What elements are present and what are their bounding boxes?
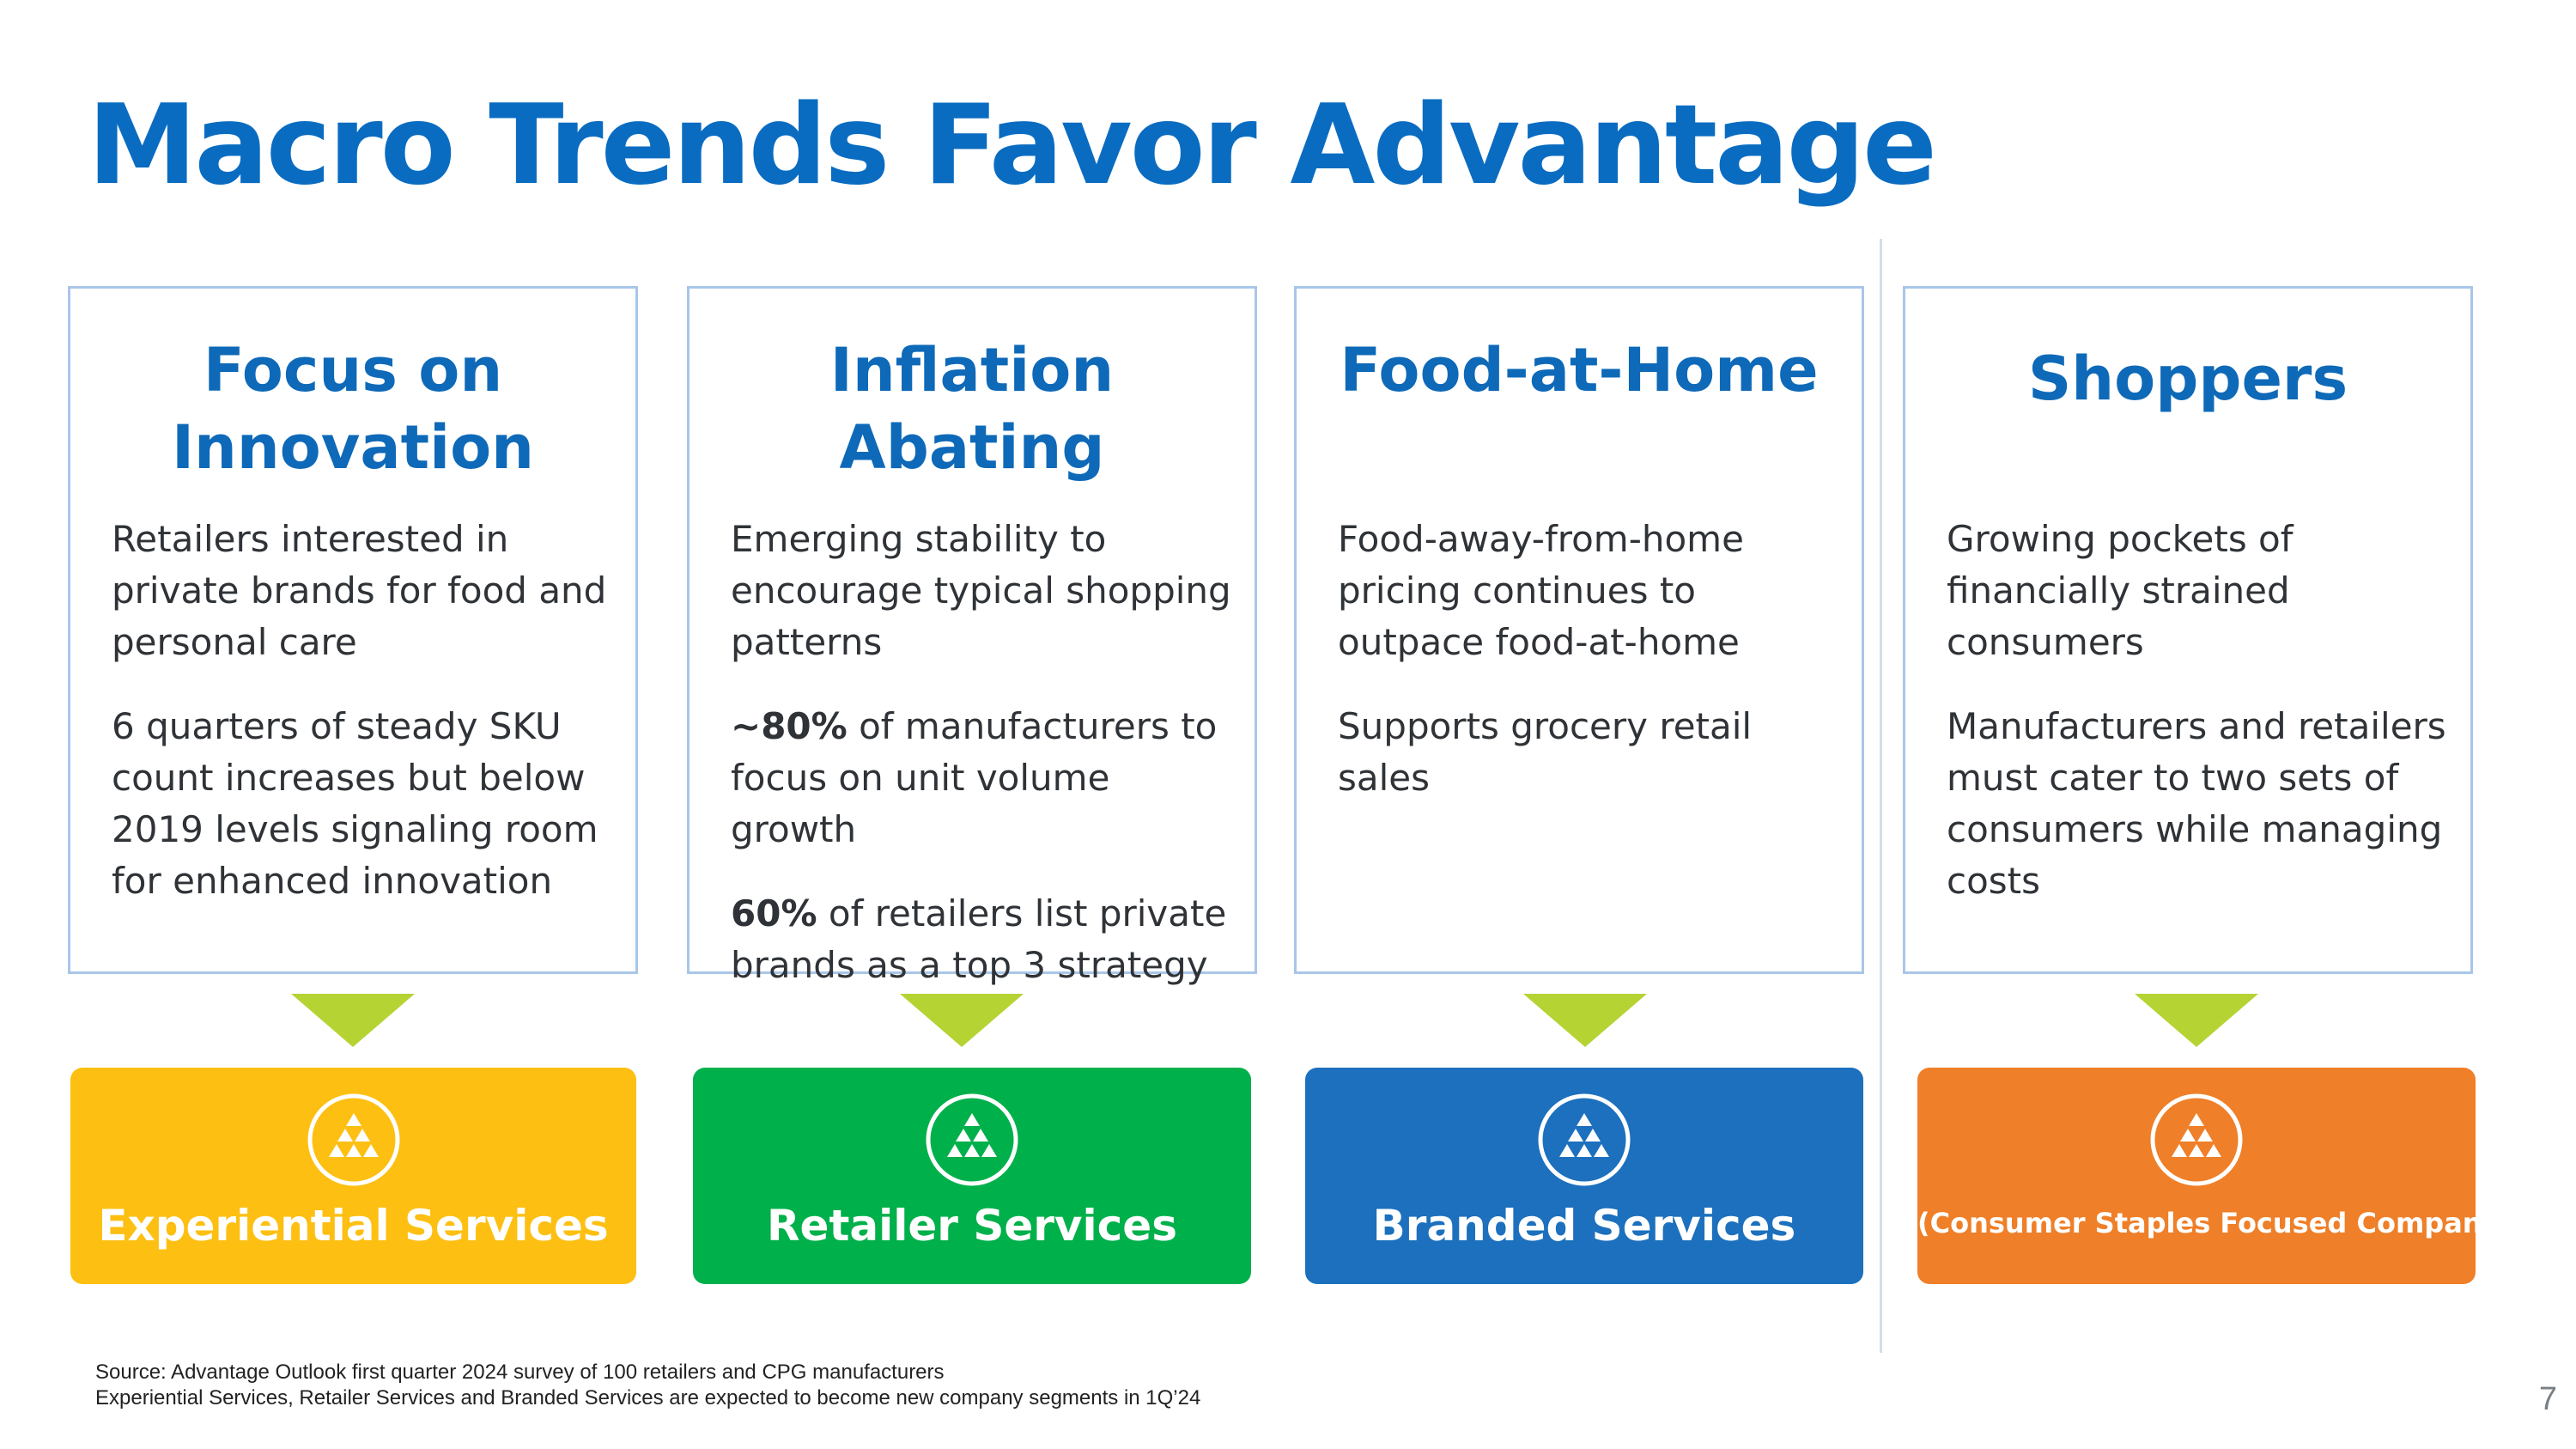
segment-branded-services: Branded Services [1305,1068,1863,1284]
down-arrow-icon [1523,994,1647,1047]
vertical-divider [1880,239,1882,1353]
card-heading-line: Food-at-Home [1340,335,1819,405]
down-arrow-icon [900,994,1024,1047]
card-heading-line: Abating [839,412,1105,483]
card-paragraph: Food-away-from-home pricing continues to… [1338,518,1744,663]
card-heading: Inflation Abating [690,332,1255,486]
advantage-logo-icon [926,1093,1018,1186]
advantage-logo-icon [307,1093,399,1186]
card-paragraph: Manufacturers and retailers must cater t… [1947,705,2446,902]
card-paragraph: Supports grocery retail sales [1338,705,1753,799]
card-body: Food-away-from-home pricing continues to… [1338,514,1844,837]
card-body: Emerging stability to encourage typical … [731,514,1237,1024]
down-arrow-icon [2135,994,2258,1047]
card-paragraph: 6 quarters of steady SKU count increases… [112,705,598,902]
segment-label: Branded Services [1372,1201,1796,1251]
page-number: 7 [2538,1381,2557,1417]
trend-card-food-at-home: Food-at-Home Food-away-from-home pricing… [1294,286,1864,974]
segment-label: Experiential Services [98,1201,609,1251]
card-paragraph: 60% of retailers list private brands as … [731,892,1227,986]
segment-label: Retailer Services [767,1201,1177,1251]
card-body: Retailers interested in private brands f… [112,514,618,940]
card-body: Growing pockets of financially strained … [1947,514,2453,940]
card-heading-line: Focus on [203,335,503,405]
trend-card-shoppers: Shoppers Growing pockets of financially … [1903,286,2473,974]
advantage-logo-icon [1538,1093,1631,1186]
trend-card-inflation: Inflation Abating Emerging stability to … [687,286,1257,986]
segment-experiential-services: Experiential Services [70,1068,636,1284]
footnote-segments: Experiential Services, Retailer Services… [95,1386,1201,1409]
segment-label: (Consumer Staples Focused Company) [1917,1207,2513,1239]
card-heading: Food-at-Home [1297,332,1862,409]
card-heading-line: Innovation [171,412,535,483]
card-heading: Shoppers [1905,340,2470,417]
card-heading-line: Shoppers [2027,344,2348,414]
card-heading: Focus on Innovation [70,332,635,486]
card-heading-line: Inflation [829,335,1115,405]
card-paragraph: Growing pockets of financially strained … [1947,518,2293,663]
segment-consumer-staples: (Consumer Staples Focused Company) [1917,1068,2513,1284]
card-paragraph: Retailers interested in private brands f… [112,518,607,663]
advantage-logo-icon [2150,1093,2243,1186]
footnote-source: Source: Advantage Outlook first quarter … [95,1361,945,1384]
card-paragraph: Emerging stability to encourage typical … [731,518,1231,663]
down-arrow-icon [291,994,415,1047]
page-title: Macro Trends Favor Advantage [88,82,1937,210]
segment-retailer-services: Retailer Services [693,1068,1251,1284]
trend-card-innovation: Focus on Innovation Retailers interested… [68,286,638,974]
card-paragraph: ~80% of manufacturers to focus on unit v… [731,705,1218,850]
